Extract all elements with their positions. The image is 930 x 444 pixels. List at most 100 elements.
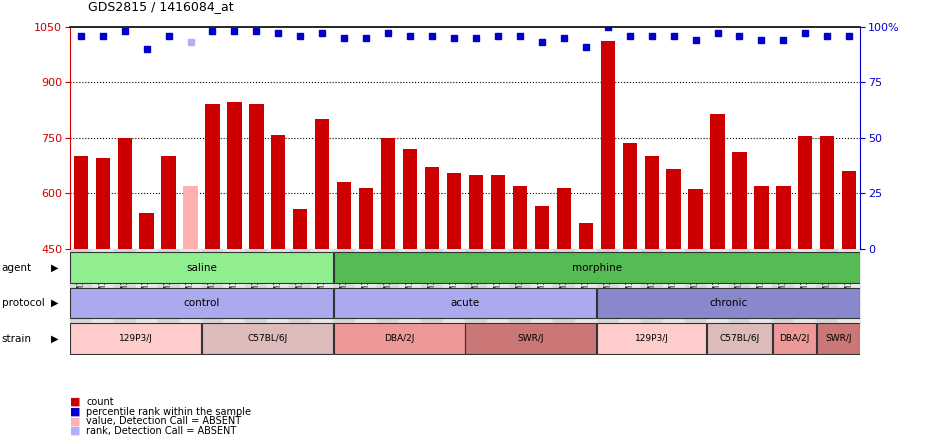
Bar — [223, 249, 246, 326]
Bar — [597, 288, 860, 318]
Bar — [487, 249, 509, 326]
Text: DBA/2J: DBA/2J — [384, 334, 414, 343]
Text: 129P3/J: 129P3/J — [119, 334, 153, 343]
Bar — [535, 206, 549, 249]
Text: C57BL/6J: C57BL/6J — [247, 334, 287, 343]
Text: DBA/2J: DBA/2J — [779, 334, 809, 343]
Bar — [96, 158, 110, 249]
Bar — [117, 138, 132, 249]
Bar — [777, 186, 790, 249]
Bar — [557, 188, 571, 249]
Bar — [618, 249, 641, 326]
Bar — [315, 119, 329, 249]
Bar — [707, 323, 772, 354]
Bar — [798, 136, 813, 249]
Bar — [227, 103, 242, 249]
Bar — [644, 156, 658, 249]
Bar — [817, 323, 860, 354]
Bar — [601, 41, 615, 249]
Bar — [183, 186, 198, 249]
Bar — [202, 249, 223, 326]
Bar — [334, 323, 465, 354]
Bar — [684, 249, 707, 326]
Bar — [73, 156, 87, 249]
Text: count: count — [86, 397, 114, 407]
Text: SWR/J: SWR/J — [825, 334, 852, 343]
Bar — [425, 167, 439, 249]
Bar — [707, 249, 728, 326]
Bar — [531, 249, 552, 326]
Bar — [728, 249, 751, 326]
Text: saline: saline — [186, 262, 217, 273]
Bar — [843, 171, 857, 249]
Bar — [136, 249, 157, 326]
Bar — [421, 249, 443, 326]
Bar — [688, 190, 703, 249]
Text: ■: ■ — [70, 426, 80, 436]
Bar — [578, 223, 593, 249]
Bar — [509, 249, 531, 326]
Text: percentile rank within the sample: percentile rank within the sample — [86, 407, 251, 416]
Bar — [157, 249, 179, 326]
Bar — [447, 173, 461, 249]
Bar — [552, 249, 575, 326]
Bar — [751, 249, 773, 326]
Bar — [140, 214, 153, 249]
Bar — [817, 249, 838, 326]
Bar — [113, 249, 136, 326]
Text: rank, Detection Call = ABSENT: rank, Detection Call = ABSENT — [86, 426, 237, 436]
Bar — [337, 182, 352, 249]
Text: ■: ■ — [70, 407, 80, 416]
Bar — [334, 252, 860, 283]
Bar — [70, 288, 333, 318]
Text: protocol: protocol — [2, 298, 45, 308]
Text: agent: agent — [2, 262, 32, 273]
Text: strain: strain — [2, 333, 32, 344]
Bar — [403, 149, 418, 249]
Text: morphine: morphine — [572, 262, 622, 273]
Bar — [820, 136, 834, 249]
Bar — [333, 249, 355, 326]
Bar — [575, 249, 597, 326]
Bar — [754, 186, 768, 249]
Bar — [512, 186, 527, 249]
Bar — [399, 249, 421, 326]
Text: ▶: ▶ — [51, 333, 59, 344]
Text: value, Detection Call = ABSENT: value, Detection Call = ABSENT — [86, 416, 242, 426]
Bar — [249, 104, 263, 249]
Bar — [378, 249, 399, 326]
Text: SWR/J: SWR/J — [518, 334, 544, 343]
Text: ▶: ▶ — [51, 298, 59, 308]
Text: control: control — [183, 298, 219, 308]
Bar — [381, 138, 395, 249]
Bar — [293, 209, 308, 249]
Bar — [711, 114, 724, 249]
Text: C57BL/6J: C57BL/6J — [719, 334, 760, 343]
Bar — [773, 323, 816, 354]
Bar — [272, 135, 286, 249]
Bar — [465, 249, 487, 326]
Bar — [312, 249, 333, 326]
Bar — [465, 323, 596, 354]
Bar — [92, 249, 113, 326]
Bar — [355, 249, 378, 326]
Bar — [662, 249, 684, 326]
Bar — [732, 152, 747, 249]
Bar — [773, 249, 794, 326]
Bar — [641, 249, 662, 326]
Bar — [206, 104, 219, 249]
Text: ■: ■ — [70, 397, 80, 407]
Bar — [70, 252, 333, 283]
Bar — [289, 249, 312, 326]
Bar — [794, 249, 817, 326]
Bar — [334, 288, 596, 318]
Bar — [162, 156, 176, 249]
Bar — [838, 249, 860, 326]
Text: ■: ■ — [70, 416, 80, 426]
Bar — [70, 323, 201, 354]
Text: chronic: chronic — [710, 298, 748, 308]
Bar — [622, 143, 637, 249]
Bar — [597, 323, 706, 354]
Bar — [597, 249, 618, 326]
Text: ▶: ▶ — [51, 262, 59, 273]
